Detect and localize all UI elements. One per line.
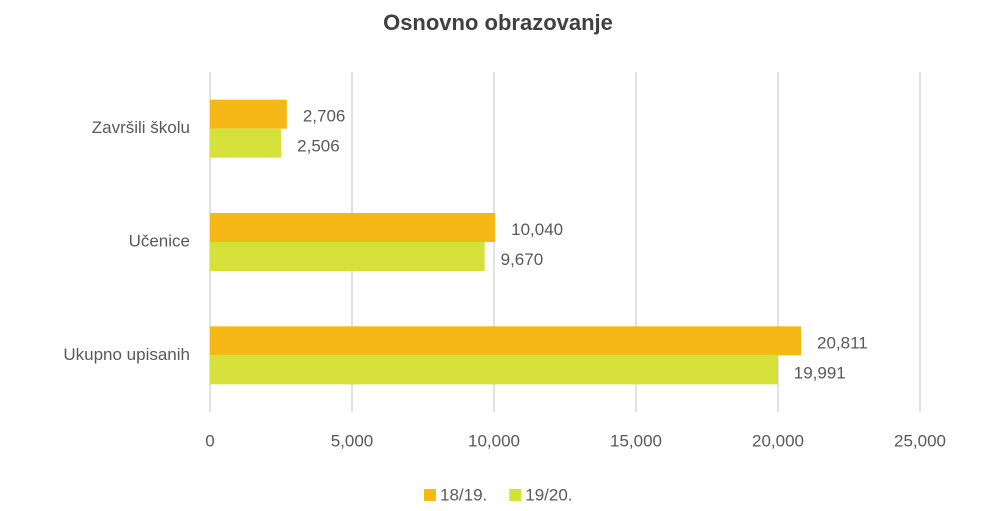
y-tick-label: Ukupno upisanih (63, 345, 190, 364)
legend-swatch (509, 489, 522, 501)
legend-swatch (424, 489, 436, 501)
data-label: 10,040 (511, 220, 563, 239)
y-tick-label: Završili školu (92, 118, 190, 137)
bar (210, 99, 287, 129)
data-label: 2,706 (303, 107, 346, 126)
bar (210, 242, 485, 271)
y-tick-label: Učenice (129, 231, 190, 250)
legend-label: 19/20. (525, 485, 572, 504)
x-tick-label: 15,000 (610, 431, 662, 450)
bar (210, 355, 778, 385)
data-label: 2,506 (297, 137, 340, 156)
bar (210, 213, 496, 242)
bar (210, 128, 282, 158)
bar (210, 326, 802, 356)
x-tick-label: 0 (205, 431, 214, 450)
legend-label: 18/19. (440, 485, 487, 504)
data-label: 9,670 (501, 250, 544, 269)
x-tick-label: 10,000 (468, 431, 520, 450)
x-tick-label: 25,000 (894, 431, 946, 450)
data-label: 20,811 (817, 333, 868, 352)
data-label: 19,991 (794, 363, 846, 382)
chart-title: Osnovno obrazovanje (383, 10, 613, 35)
x-tick-label: 5,000 (331, 431, 374, 450)
x-tick-label: 20,000 (752, 431, 804, 450)
